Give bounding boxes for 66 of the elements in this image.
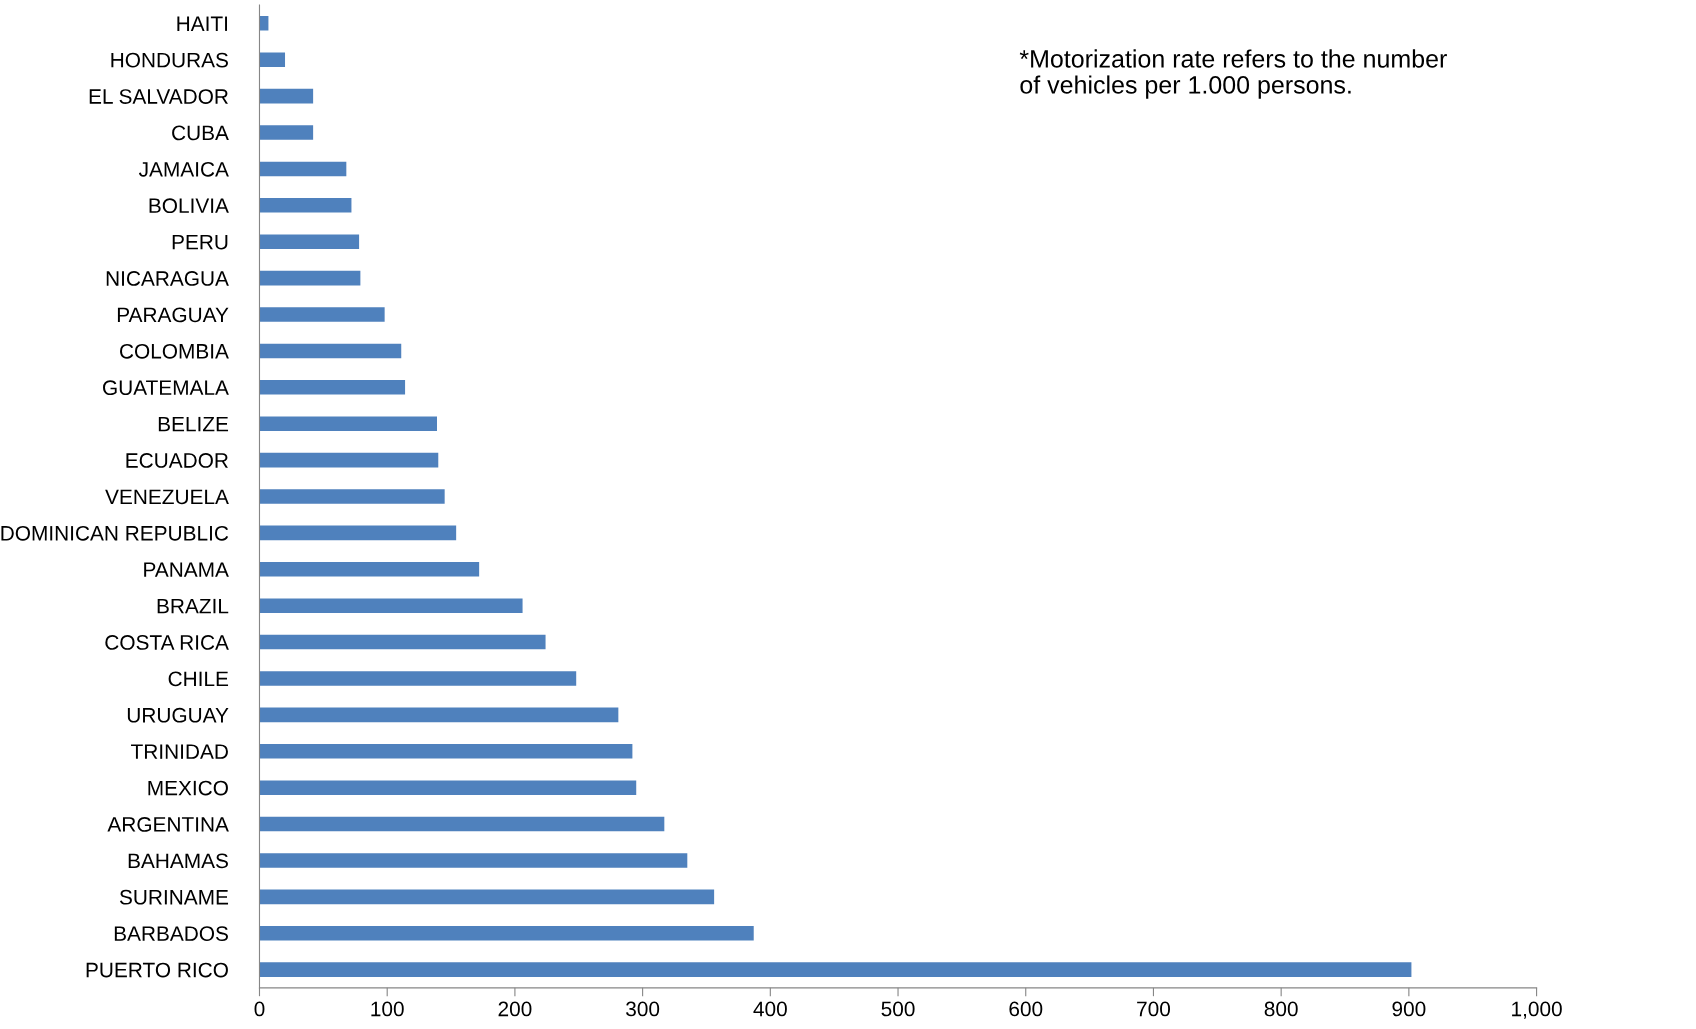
annotation: *Motorization rate refers to the number of vehicles per 1.000 persons. [1019, 49, 1447, 99]
y-tick-label: BELIZE [158, 416, 229, 432]
y-tick-label: VENEZUELA [105, 489, 229, 505]
bar [259, 416, 437, 431]
y-tick-label: HAITI [177, 16, 228, 31]
x-tick-label: 700 [1137, 1001, 1171, 1017]
bar [259, 489, 445, 504]
y-tick-label: CHILE [168, 671, 229, 687]
bar [259, 161, 347, 177]
y-tick-label: CUBA [172, 125, 229, 141]
x-tick-label: 100 [371, 1001, 404, 1017]
y-tick-label: ARGENTINA [107, 817, 229, 832]
bar [259, 598, 523, 613]
x-tick-label: 200 [498, 1001, 532, 1017]
bar [259, 853, 688, 868]
y-tick-label: URUGUAY [127, 707, 229, 723]
bar [259, 671, 577, 686]
x-tick-label: 600 [1009, 1001, 1043, 1017]
bar [259, 525, 457, 541]
bar [259, 925, 754, 941]
y-tick-label: NICARAGUA [106, 271, 229, 286]
bar [259, 889, 715, 905]
bar [259, 634, 546, 650]
y-tick-label: GUATEMALA [103, 380, 229, 396]
x-tick-label: 800 [1264, 1001, 1298, 1017]
x-tick-label: 900 [1392, 1001, 1426, 1017]
y-tick-label: MEXICO [148, 780, 228, 796]
bar [259, 198, 352, 213]
y-tick-label: BRAZIL [157, 598, 229, 614]
bar [259, 343, 402, 359]
y-tick-label: HONDURAS [111, 52, 228, 68]
y-tick-label: COLOMBIA [120, 343, 229, 359]
bar [259, 816, 665, 832]
y-tick-label: JAMAICA [138, 161, 229, 177]
bar [259, 743, 633, 759]
y-tick-label: PUERTO RICO [86, 962, 228, 978]
bar [259, 125, 314, 140]
bar [259, 52, 286, 68]
y-tick-label: PARAGUAY [117, 307, 229, 323]
y-tick-label: BARBADOS [114, 926, 228, 941]
y-tick-label: DOMINICAN REPUBLIC [1, 525, 229, 541]
x-tick-label: 400 [753, 1001, 787, 1017]
bar [259, 562, 480, 577]
x-tick-label: 0 [254, 1001, 265, 1017]
y-tick-label: BOLIVIA [149, 198, 229, 214]
bar [259, 16, 269, 31]
bar [259, 780, 637, 795]
y-tick-label: SURINAME [119, 889, 229, 905]
y-tick-label: COSTA RICA [105, 635, 229, 650]
bar [259, 270, 361, 286]
x-tick-label: 1,000 [1512, 1001, 1562, 1019]
bar [259, 307, 385, 322]
bar [259, 380, 406, 395]
y-tick-label: TRINIDAD [131, 744, 228, 759]
bar [259, 962, 1412, 977]
y-tick-label: EL SALVADOR [89, 89, 228, 104]
y-tick-label: PERU [172, 234, 228, 250]
y-tick-label: PANAMA [144, 562, 229, 577]
y-tick-label: BAHAMAS [128, 853, 228, 869]
x-tick-label: 500 [881, 1001, 915, 1017]
bar [259, 707, 619, 723]
bar [259, 452, 439, 468]
y-tick-label: ECUADOR [126, 453, 228, 468]
bar [259, 234, 360, 249]
x-tick-label: 300 [626, 1001, 660, 1017]
bar [259, 88, 314, 104]
